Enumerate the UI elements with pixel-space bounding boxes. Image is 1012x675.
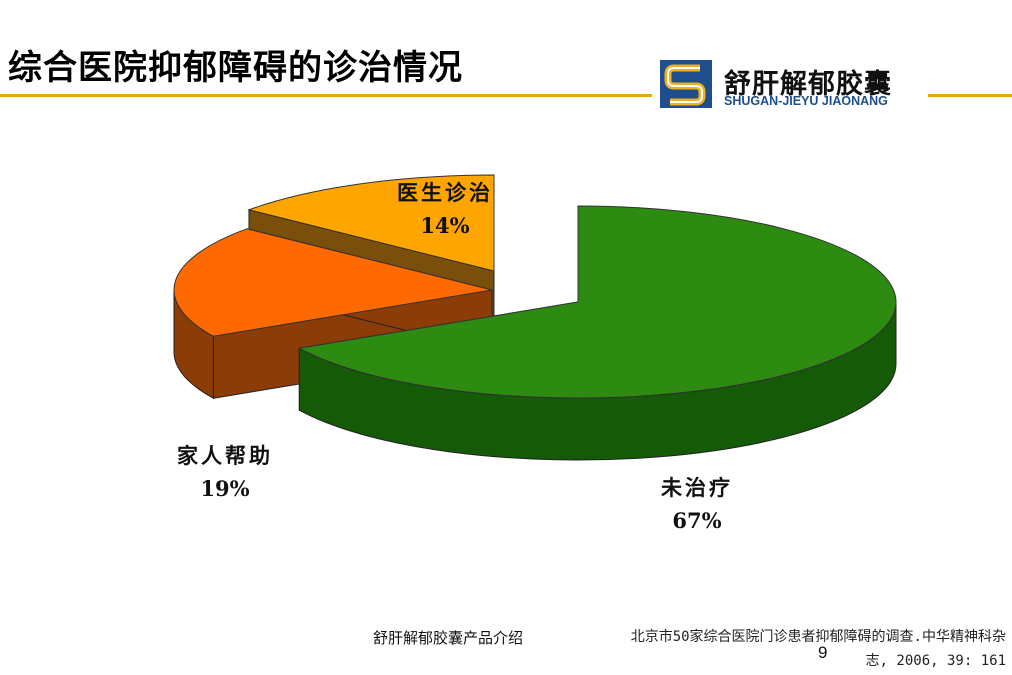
slice-untreated <box>297 205 897 461</box>
logo-english-name: SHUGAN-JIEYU JIAONANG <box>724 94 888 108</box>
citation-line2: 志, 2006, 39: 161 <box>865 653 1006 669</box>
slice-name-family: 家人帮助 <box>177 443 273 468</box>
slice-name-doctor: 医生诊治 <box>397 180 493 205</box>
slice-value-doctor: 14% <box>420 213 470 238</box>
citation: 北京市50家综合医院门诊患者抑郁障碍的调查.中华精神科杂 志, 2006, 39… <box>450 625 1006 673</box>
page-title: 综合医院抑郁障碍的诊治情况 <box>8 48 463 88</box>
slice-value-untreated: 67% <box>672 508 722 533</box>
title-underline-left <box>0 94 652 97</box>
slice-name-untreated: 未治疗 <box>661 475 733 500</box>
slice-label-family: 家人帮助 19% <box>150 440 300 501</box>
title-underline-right <box>928 94 1012 97</box>
slice-label-untreated: 未治疗 67% <box>622 472 772 533</box>
citation-line1: 北京市50家综合医院门诊患者抑郁障碍的调查.中华精神科杂 <box>630 629 1006 645</box>
slice-label-doctor: 医生诊治 14% <box>370 177 520 238</box>
pie-chart <box>173 174 897 461</box>
brand-logo: 舒肝解郁胶囊 SHUGAN-JIEYU JIAONANG <box>656 58 928 114</box>
logo-chinese-name: 舒肝解郁胶囊 <box>724 69 892 100</box>
slice-value-family: 19% <box>200 476 250 501</box>
footer-text: 舒肝解郁胶囊产品介绍 <box>373 629 524 647</box>
page-number: 9 <box>818 643 828 662</box>
logo-s-icon <box>660 60 712 108</box>
